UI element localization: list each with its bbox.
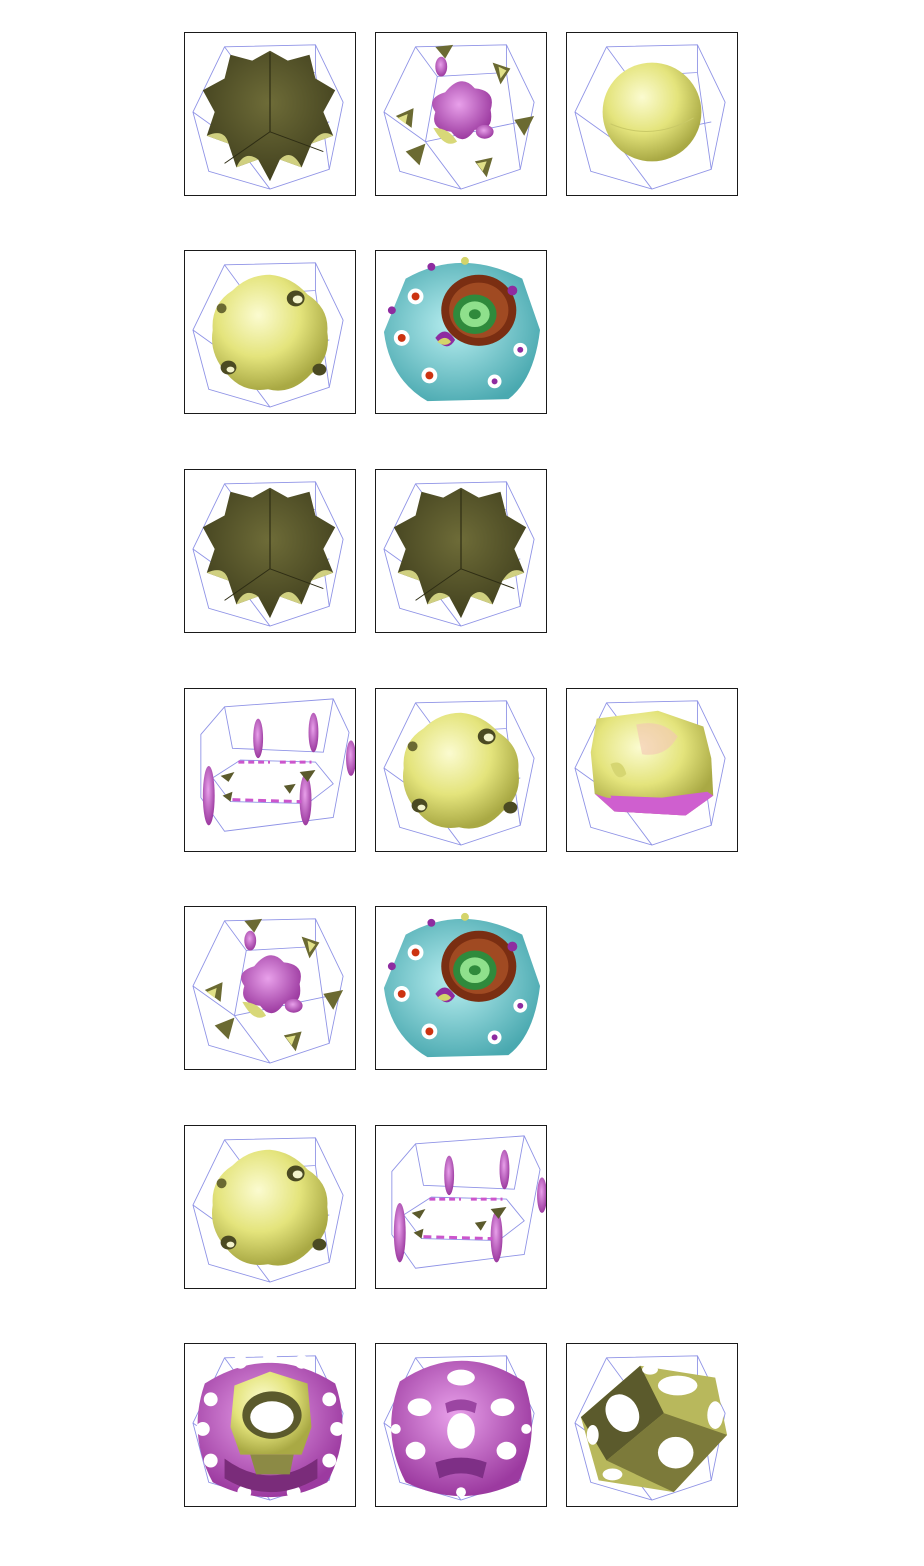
cyan-shell-with-rings-icon — [376, 251, 546, 413]
panel-r4-c1 — [184, 688, 356, 852]
dark-olive-star-polyhedron-icon — [185, 33, 355, 195]
yellow-lumpy-sphere-icon — [185, 251, 355, 413]
yellow-sphere-icon — [567, 33, 737, 195]
panel-r7-c1 — [184, 1343, 356, 1507]
panel-r7-c2 — [375, 1343, 547, 1507]
panel-r2-c2 — [375, 250, 547, 414]
olive-perforated-cube-icon — [567, 1344, 737, 1506]
yellow-lumpy-sphere-icon — [376, 689, 546, 851]
scattered-magenta-olive-fragments-icon — [376, 33, 546, 195]
panel-r5-c2 — [375, 906, 547, 1070]
magenta-hexagonal-rods-icon — [376, 1126, 546, 1288]
panel-r3-c1 — [184, 469, 356, 633]
panel-r4-c3 — [566, 688, 738, 852]
magenta-hexagonal-rods-icon — [185, 689, 355, 851]
panel-r7-c3 — [566, 1343, 738, 1507]
dark-olive-star-polyhedron-icon — [376, 470, 546, 632]
panel-r2-c1 — [184, 250, 356, 414]
scattered-magenta-olive-fragments-icon — [185, 907, 355, 1069]
panel-r6-c1 — [184, 1125, 356, 1289]
panel-r1-c1 — [184, 32, 356, 196]
yellow-faceted-block-icon — [567, 689, 737, 851]
magenta-perforated-shell-icon — [376, 1344, 546, 1506]
cyan-shell-with-rings-icon — [376, 907, 546, 1069]
panel-r5-c1 — [184, 906, 356, 1070]
panel-r1-c2 — [375, 32, 547, 196]
panel-r1-c3 — [566, 32, 738, 196]
magenta-perforated-shell-with-olive-tube-icon — [185, 1344, 355, 1506]
panel-r6-c2 — [375, 1125, 547, 1289]
panel-r4-c2 — [375, 688, 547, 852]
yellow-lumpy-sphere-icon — [185, 1126, 355, 1288]
dark-olive-star-polyhedron-icon — [185, 470, 355, 632]
panel-r3-c2 — [375, 469, 547, 633]
